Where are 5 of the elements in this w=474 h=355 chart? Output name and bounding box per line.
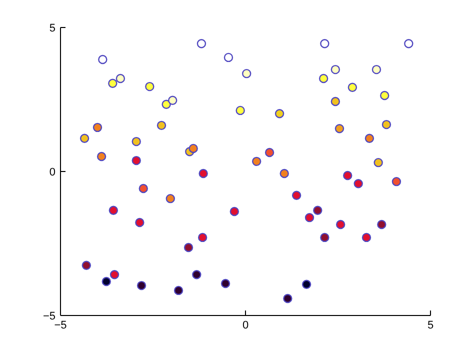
y-tick-label: 5 (49, 22, 56, 34)
x-tick-label: 5 (427, 320, 434, 332)
y-tick-label: −5 (42, 310, 56, 322)
x-tick-label: 0 (242, 320, 249, 332)
y-tick-label: 0 (49, 166, 56, 178)
